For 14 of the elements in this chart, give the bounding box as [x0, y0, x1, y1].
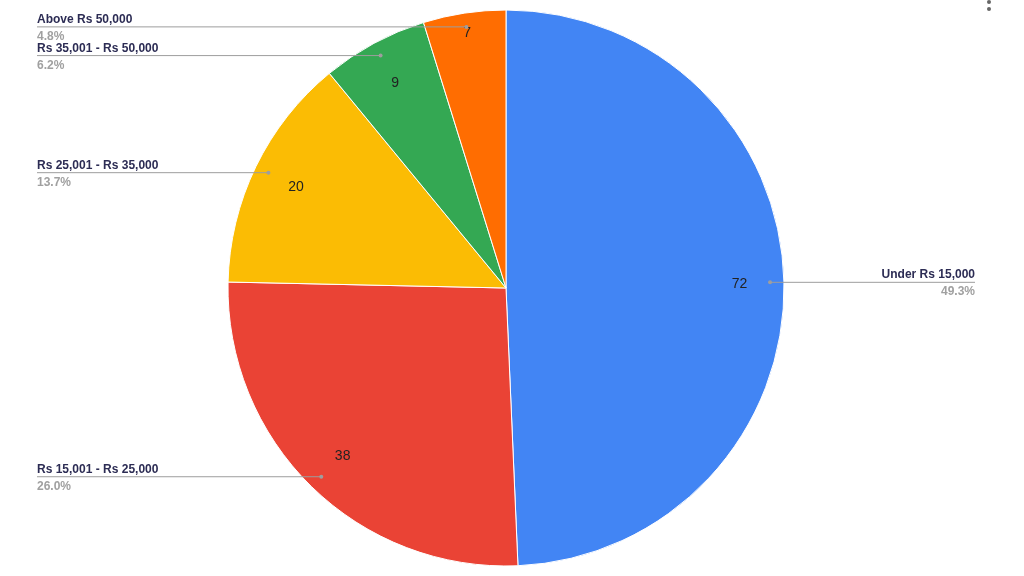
- data-label: 9: [391, 74, 400, 91]
- text: 13.7%: [37, 174, 72, 189]
- text: 49.3%: [940, 284, 975, 299]
- text: 26.0%: [37, 478, 72, 493]
- data-label: 38: [334, 446, 351, 463]
- slice-label: Rs 25,001 - Rs 35,000: [37, 157, 159, 172]
- text: 6.2%: [37, 57, 65, 72]
- slice-label: Rs 15,001 - Rs 25,000: [37, 461, 159, 476]
- data-label: 72: [731, 274, 748, 291]
- slice-label: Under Rs 15,000: [881, 267, 976, 282]
- slice-label: Rs 35,001 - Rs 50,000: [37, 40, 159, 55]
- text: 4.8%: [37, 28, 65, 43]
- data-label: 20: [288, 178, 304, 195]
- slice-label: Above Rs 50,000: [37, 11, 133, 26]
